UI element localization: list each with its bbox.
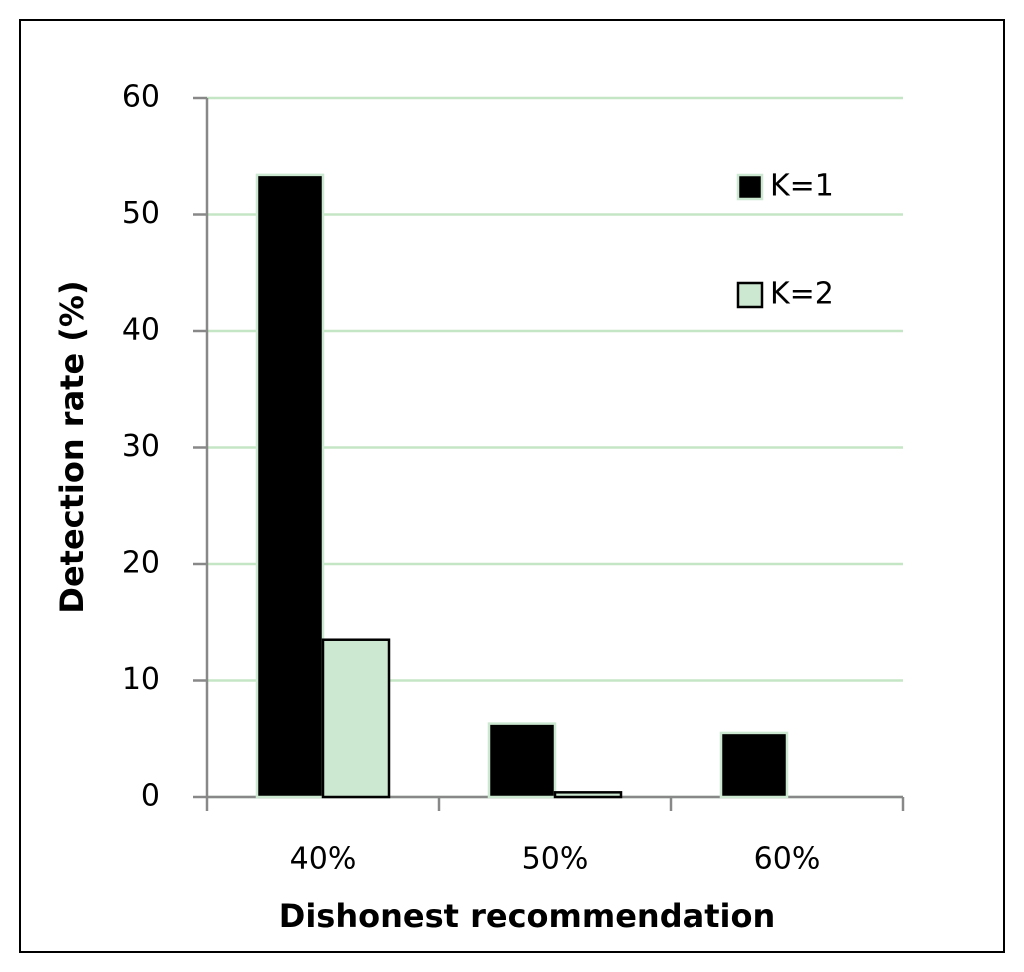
bar <box>487 722 557 799</box>
bar <box>321 638 391 799</box>
frame <box>19 19 1005 953</box>
bar <box>255 173 325 799</box>
legend-swatch <box>736 281 764 309</box>
y-tick-label: 30 <box>122 429 160 464</box>
y-tick-label: 10 <box>122 662 160 697</box>
x-tick-label: 40% <box>290 842 357 877</box>
y-tick-label: 40 <box>122 313 160 348</box>
legend-label: K=2 <box>770 277 834 312</box>
x-axis-title: Dishonest recommendation <box>279 897 775 935</box>
x-tick-label: 50% <box>522 842 589 877</box>
y-tick-label: 60 <box>122 80 160 115</box>
legend-label: K=1 <box>770 169 834 204</box>
y-tick-label: 20 <box>122 546 160 581</box>
bar <box>719 731 789 799</box>
y-axis-title: Detection rate (%) <box>53 280 91 613</box>
y-tick-label: 50 <box>122 196 160 231</box>
x-tick-label: 60% <box>754 842 821 877</box>
bar <box>553 791 623 799</box>
y-tick-label: 0 <box>141 779 160 814</box>
legend-swatch <box>736 173 764 201</box>
